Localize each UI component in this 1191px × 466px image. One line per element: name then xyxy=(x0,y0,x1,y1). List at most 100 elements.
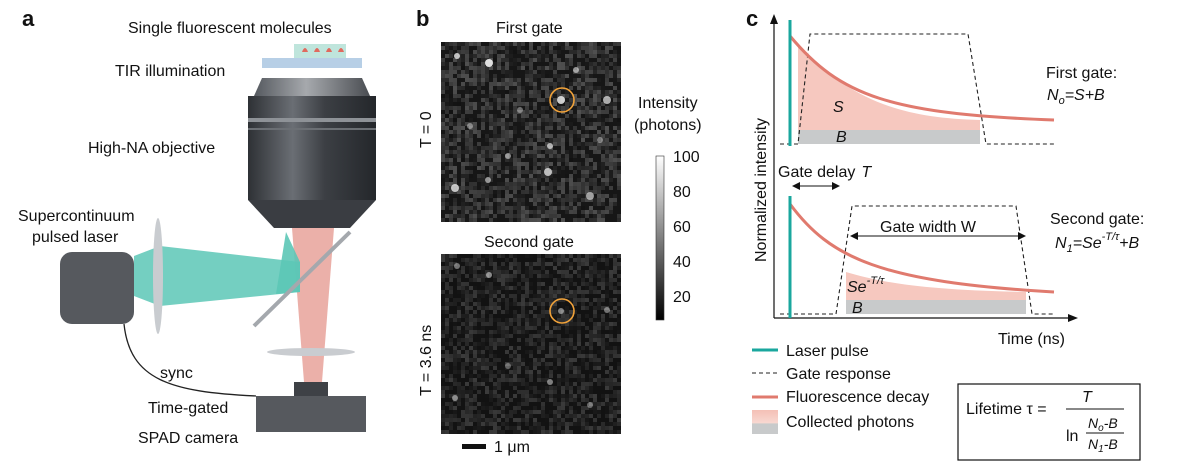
image-pixel xyxy=(441,114,445,118)
image-pixel xyxy=(465,414,469,418)
image-pixel xyxy=(581,282,585,286)
image-pixel xyxy=(557,354,561,358)
image-pixel xyxy=(497,182,501,186)
image-pixel xyxy=(457,158,461,162)
image-pixel xyxy=(569,366,573,370)
image-pixel xyxy=(477,350,481,354)
image-pixel xyxy=(453,98,457,102)
image-pixel xyxy=(485,170,489,174)
image-pixel xyxy=(481,366,485,370)
image-pixel xyxy=(569,118,573,122)
image-pixel xyxy=(501,430,505,434)
image-pixel xyxy=(617,362,621,366)
image-pixel xyxy=(545,134,549,138)
image-pixel xyxy=(469,62,473,66)
image-pixel xyxy=(541,82,545,86)
image-pixel xyxy=(541,50,545,54)
image-pixel xyxy=(553,114,557,118)
image-pixel xyxy=(525,194,529,198)
image-pixel xyxy=(457,370,461,374)
image-pixel xyxy=(553,94,557,98)
image-pixel xyxy=(565,366,569,370)
image-pixel xyxy=(493,50,497,54)
molecule-spot xyxy=(454,53,460,59)
image-pixel xyxy=(597,362,601,366)
colorbar-tick: 60 xyxy=(673,219,691,236)
image-pixel xyxy=(537,302,541,306)
image-pixel xyxy=(553,134,557,138)
image-pixel xyxy=(605,110,609,114)
image-pixel xyxy=(485,406,489,410)
image-pixel xyxy=(457,70,461,74)
image-pixel xyxy=(441,258,445,262)
image-pixel xyxy=(449,134,453,138)
image-pixel xyxy=(589,94,593,98)
image-pixel xyxy=(493,170,497,174)
image-pixel xyxy=(493,418,497,422)
image-pixel xyxy=(581,394,585,398)
image-pixel xyxy=(501,182,505,186)
image-pixel xyxy=(517,422,521,426)
image-pixel xyxy=(565,206,569,210)
image-pixel xyxy=(449,390,453,394)
image-pixel xyxy=(553,258,557,262)
image-pixel xyxy=(613,54,617,58)
image-pixel xyxy=(449,394,453,398)
image-pixel xyxy=(477,194,481,198)
image-pixel xyxy=(569,82,573,86)
image-pixel xyxy=(441,366,445,370)
image-pixel xyxy=(541,390,545,394)
image-pixel xyxy=(609,330,613,334)
image-pixel xyxy=(505,330,509,334)
image-pixel xyxy=(585,62,589,66)
image-pixel xyxy=(513,350,517,354)
image-pixel xyxy=(517,330,521,334)
image-pixel xyxy=(513,62,517,66)
image-pixel xyxy=(597,102,601,106)
image-pixel xyxy=(565,382,569,386)
image-pixel xyxy=(605,358,609,362)
image-pixel xyxy=(517,354,521,358)
image-pixel xyxy=(553,294,557,298)
image-pixel xyxy=(457,270,461,274)
image-pixel xyxy=(545,386,549,390)
image-pixel xyxy=(477,342,481,346)
image-pixel xyxy=(605,402,609,406)
image-pixel xyxy=(489,138,493,142)
image-pixel xyxy=(593,122,597,126)
image-pixel xyxy=(449,110,453,114)
image-pixel xyxy=(577,42,581,46)
image-pixel xyxy=(489,422,493,426)
image-pixel xyxy=(577,322,581,326)
image-pixel xyxy=(449,66,453,70)
image-pixel xyxy=(521,270,525,274)
image-pixel xyxy=(577,338,581,342)
image-pixel xyxy=(513,310,517,314)
image-pixel xyxy=(597,274,601,278)
image-pixel xyxy=(581,110,585,114)
image-pixel xyxy=(449,174,453,178)
image-pixel xyxy=(477,178,481,182)
image-pixel xyxy=(453,82,457,86)
image-pixel xyxy=(461,426,465,430)
image-pixel xyxy=(601,314,605,318)
image-pixel xyxy=(569,182,573,186)
image-pixel xyxy=(585,78,589,82)
image-pixel xyxy=(593,186,597,190)
image-pixel xyxy=(573,206,577,210)
image-pixel xyxy=(485,370,489,374)
image-pixel xyxy=(561,386,565,390)
image-pixel xyxy=(445,322,449,326)
image-pixel xyxy=(465,50,469,54)
image-pixel xyxy=(501,150,505,154)
image-pixel xyxy=(441,386,445,390)
image-pixel xyxy=(457,218,461,222)
image-pixel xyxy=(593,126,597,130)
image-pixel xyxy=(601,126,605,130)
image-pixel xyxy=(493,146,497,150)
image-pixel xyxy=(505,310,509,314)
image-pixel xyxy=(517,314,521,318)
image-pixel xyxy=(497,370,501,374)
image-pixel xyxy=(521,286,525,290)
image-pixel xyxy=(581,190,585,194)
